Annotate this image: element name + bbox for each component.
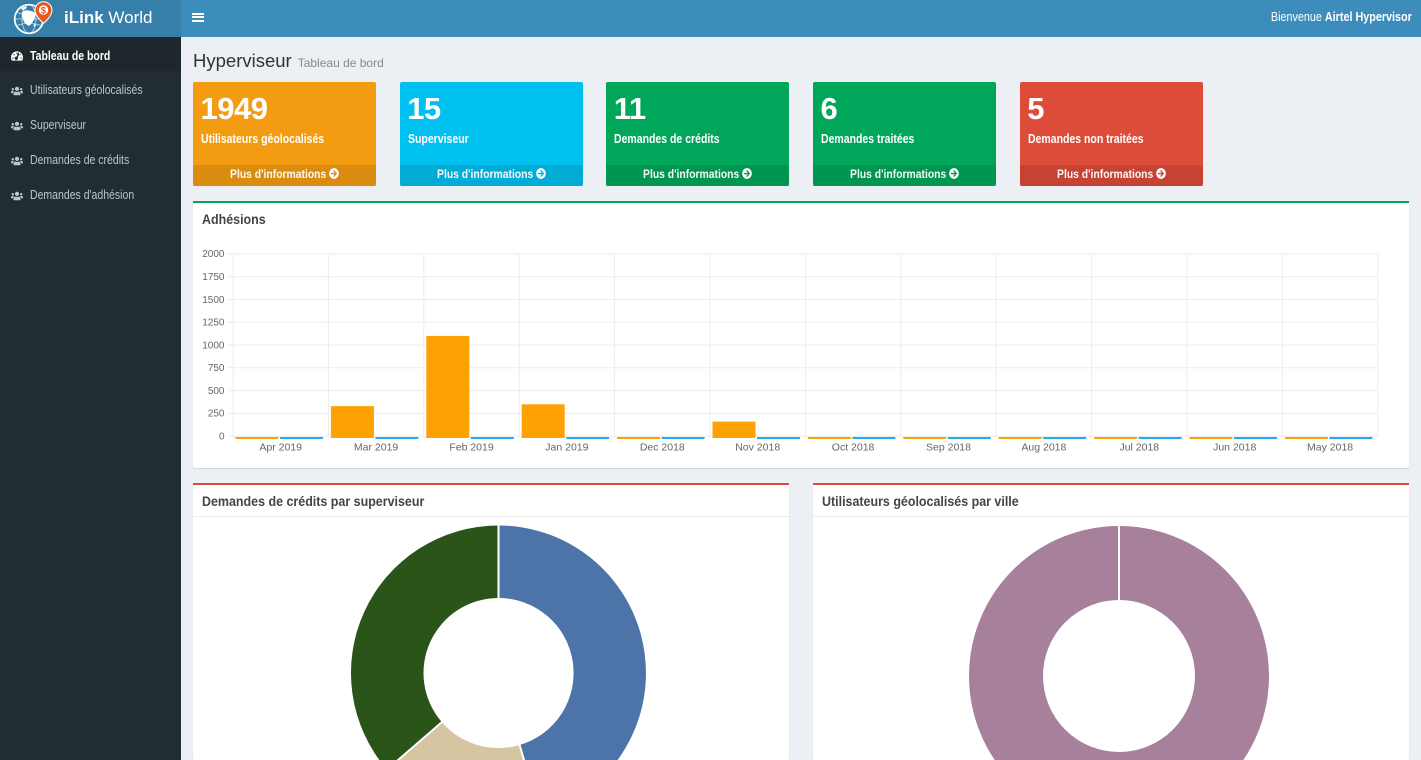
svg-text:$: $ — [41, 5, 47, 15]
svg-text:Jan 2019: Jan 2019 — [545, 441, 588, 453]
svg-text:1750: 1750 — [202, 272, 225, 283]
svg-text:Apr 2019: Apr 2019 — [259, 441, 302, 453]
svg-text:1250: 1250 — [202, 317, 225, 328]
svg-text:May 2018: May 2018 — [1307, 441, 1353, 453]
svg-text:Jun 2018: Jun 2018 — [1213, 441, 1256, 453]
svg-text:1500: 1500 — [202, 294, 225, 305]
svg-text:Jul 2018: Jul 2018 — [1119, 441, 1159, 453]
svg-text:Sep 2018: Sep 2018 — [926, 441, 971, 453]
svg-text:Dec 2018: Dec 2018 — [640, 441, 685, 453]
svg-text:Oct 2018: Oct 2018 — [832, 441, 875, 453]
svg-text:2000: 2000 — [202, 249, 225, 260]
svg-text:Nov 2018: Nov 2018 — [735, 441, 780, 453]
svg-text:Feb 2019: Feb 2019 — [449, 441, 494, 453]
svg-text:Aug 2018: Aug 2018 — [1021, 441, 1066, 453]
svg-text:1000: 1000 — [202, 340, 225, 351]
svg-text:250: 250 — [208, 408, 225, 419]
svg-text:500: 500 — [208, 385, 225, 396]
svg-text:750: 750 — [208, 363, 225, 374]
svg-text:Mar 2019: Mar 2019 — [354, 441, 399, 453]
svg-text:0: 0 — [219, 431, 225, 442]
